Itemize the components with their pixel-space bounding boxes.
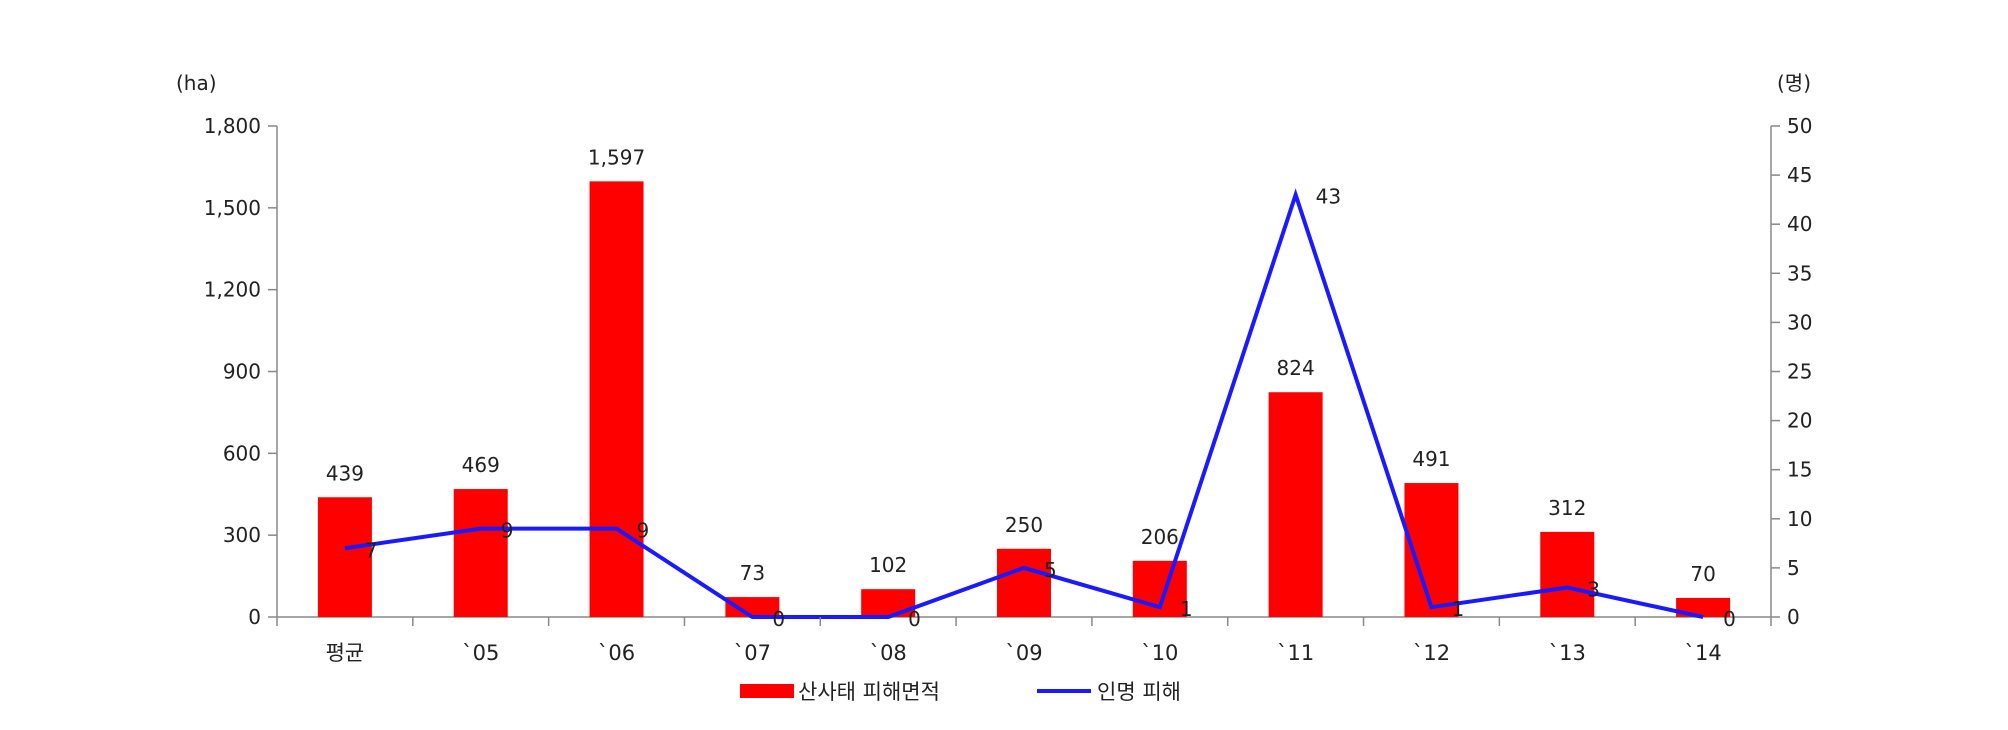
bar-series: [317, 181, 1731, 617]
line-value-label: 3: [1587, 578, 1600, 602]
category-label: `05: [462, 641, 499, 665]
data-labels: 439 469 1,597 73 102 250 206 824 491 312 70 7 9 9 0 0 5 1…: [326, 145, 1736, 631]
legend-bar-swatch: [740, 684, 794, 698]
category-label: `11: [1277, 641, 1314, 665]
bar-value-label: 73: [740, 561, 765, 585]
line-value-label: 0: [1723, 607, 1736, 631]
legend: 산사태 피해면적 인명 피해: [740, 680, 1181, 704]
category-label: 평균: [326, 641, 365, 665]
bar: [861, 589, 916, 617]
category-label: `07: [734, 641, 771, 665]
category-label: `06: [598, 641, 635, 665]
line-path: [344, 188, 1704, 619]
bar: [317, 497, 372, 617]
bar-value-label: 491: [1412, 447, 1450, 471]
legend-bar-label: 산사태 피해면적: [798, 680, 940, 704]
line-value-label: 1: [1451, 597, 1464, 621]
left-tick-label: 1,200: [204, 278, 261, 302]
bar: [997, 548, 1051, 617]
category-labels: 평균 `05 `06 `07 `08 `09 `10 `11 `12 `13 `14: [276, 617, 1772, 665]
bar-value-label: 824: [1277, 356, 1315, 380]
line-value-label: 0: [908, 607, 921, 631]
bar: [725, 597, 780, 617]
line-value-label: 7: [365, 538, 378, 562]
right-tick-label: 30: [1787, 310, 1812, 334]
right-tick-label: 50: [1787, 114, 1812, 138]
line-value-label: 43: [1316, 185, 1341, 209]
line-value-label: 9: [501, 519, 514, 543]
line-series: [344, 188, 1704, 619]
bar: [453, 489, 508, 617]
bar-value-label: 1,597: [588, 145, 645, 169]
left-tick-label: 1,500: [204, 196, 261, 220]
line-value-label: 0: [772, 607, 785, 631]
bar-value-label: 250: [1005, 513, 1043, 537]
line-value-label: 1: [1180, 597, 1193, 621]
category-label: `10: [1141, 641, 1178, 665]
category-label: `08: [870, 641, 907, 665]
bar-value-label: 439: [326, 461, 364, 485]
legend-line-label: 인명 피해: [1097, 680, 1181, 704]
line-value-label: 5: [1044, 558, 1057, 582]
bar: [1268, 392, 1323, 617]
left-axis-ticks: 0 300 600 900 1,200 1,500 1,800: [204, 114, 277, 629]
line-value-label: 9: [637, 519, 650, 543]
bar-value-label: 312: [1548, 496, 1586, 520]
bar: [589, 181, 644, 617]
bar-value-label: 70: [1690, 562, 1715, 586]
left-axis-unit: (ha): [176, 71, 217, 95]
right-axis-unit: (명): [1777, 71, 1811, 95]
left-tick-label: 300: [223, 523, 261, 547]
bar-value-label: 102: [869, 553, 907, 577]
right-tick-label: 5: [1787, 556, 1800, 580]
left-tick-label: 600: [223, 441, 261, 465]
category-label: `12: [1413, 641, 1450, 665]
left-tick-label: 0: [248, 605, 261, 629]
bar-value-label: 206: [1141, 525, 1179, 549]
right-tick-label: 45: [1787, 163, 1812, 187]
left-tick-label: 1,800: [204, 114, 261, 138]
right-tick-label: 10: [1787, 507, 1812, 531]
left-tick-label: 900: [223, 360, 261, 384]
category-label: `09: [1005, 641, 1042, 665]
bar: [1540, 531, 1595, 617]
right-tick-label: 0: [1787, 605, 1800, 629]
bar-value-label: 469: [462, 453, 500, 477]
category-label: `13: [1549, 641, 1586, 665]
right-tick-label: 40: [1787, 212, 1812, 236]
right-tick-label: 35: [1787, 261, 1812, 285]
category-label: `14: [1684, 641, 1721, 665]
right-tick-label: 20: [1787, 409, 1812, 433]
right-axis-ticks: 0 5 10 15 20 25 30 35 40 45 50: [1771, 114, 1812, 629]
right-tick-label: 15: [1787, 458, 1812, 482]
right-tick-label: 25: [1787, 360, 1812, 384]
